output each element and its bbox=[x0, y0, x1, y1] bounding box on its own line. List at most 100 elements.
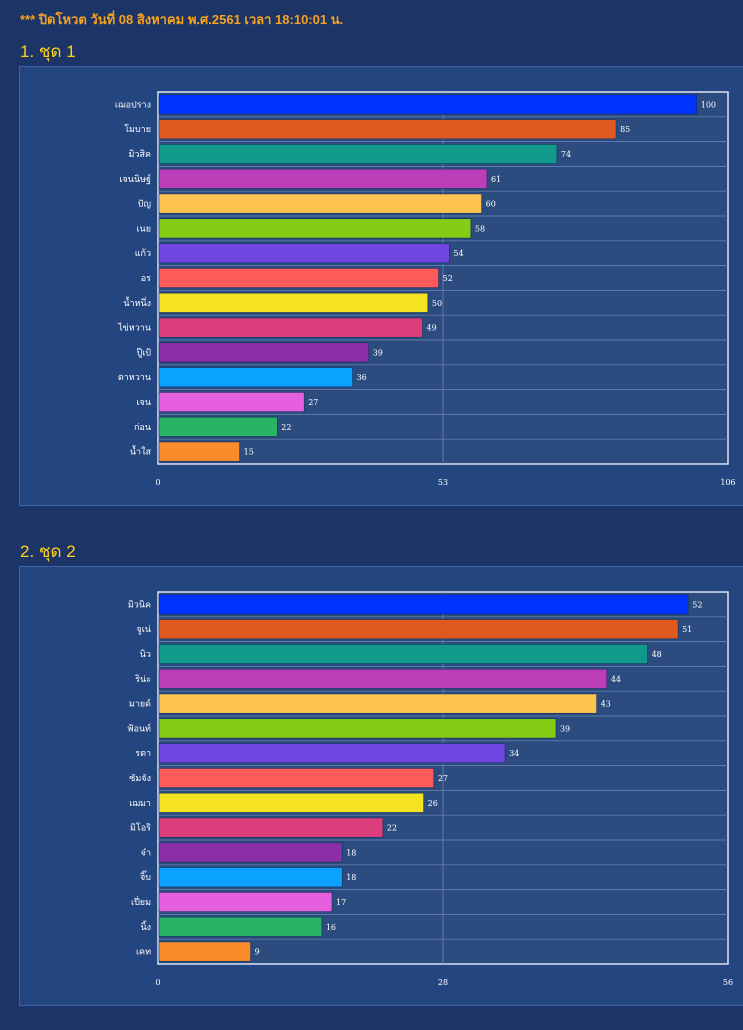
category-label: โมบาย bbox=[124, 124, 151, 135]
value-label: 100 bbox=[701, 100, 716, 109]
bar-1-8 bbox=[158, 268, 439, 288]
bar-1-3 bbox=[158, 144, 558, 164]
value-label: 43 bbox=[601, 700, 611, 709]
category-label: จ๋า bbox=[141, 847, 151, 858]
category-label: ปู๊เป้ bbox=[136, 347, 151, 358]
bar-2-11 bbox=[158, 842, 343, 863]
bar-1-13 bbox=[158, 392, 305, 412]
category-label: เนย bbox=[136, 224, 151, 234]
value-label: 85 bbox=[620, 125, 630, 134]
x-tick-label: 0 bbox=[155, 978, 160, 987]
value-label: 27 bbox=[438, 774, 448, 783]
bar-2-12 bbox=[158, 867, 343, 888]
bar-2-4 bbox=[158, 668, 608, 689]
category-label: ปัญ bbox=[138, 200, 152, 210]
value-label: 50 bbox=[432, 299, 442, 308]
value-label: 74 bbox=[561, 150, 571, 159]
bar-2-8 bbox=[158, 768, 435, 788]
category-label: ไข่หวาน bbox=[117, 323, 151, 334]
value-label: 39 bbox=[373, 348, 383, 357]
chart-1-title: 1. ชุด 1 bbox=[20, 42, 76, 61]
value-label: 39 bbox=[560, 724, 570, 733]
category-label: ตาหวาน bbox=[118, 373, 151, 383]
bar-1-10 bbox=[158, 317, 423, 338]
x-tick-label: 53 bbox=[438, 478, 448, 487]
value-label: 61 bbox=[491, 175, 501, 184]
value-label: 48 bbox=[652, 650, 662, 659]
x-tick-label: 56 bbox=[723, 978, 733, 987]
category-label: น้ำหนึ่ง bbox=[123, 296, 151, 309]
value-label: 52 bbox=[443, 274, 453, 283]
category-label: รตา bbox=[135, 749, 151, 759]
bar-2-10 bbox=[158, 817, 384, 838]
category-label: เจนนิษฐ์ bbox=[119, 173, 151, 185]
bar-2-2 bbox=[158, 619, 679, 640]
category-label: มิโอริ bbox=[130, 823, 151, 834]
value-label: 54 bbox=[453, 249, 463, 258]
x-tick-label: 28 bbox=[438, 978, 448, 987]
value-label: 34 bbox=[509, 749, 519, 758]
category-label: น้ำใส bbox=[130, 445, 152, 458]
value-label: 36 bbox=[357, 373, 367, 382]
value-label: 44 bbox=[611, 675, 621, 684]
bar-1-4 bbox=[158, 168, 488, 189]
bar-2-5 bbox=[158, 693, 597, 714]
category-label: ฟ้อนท์ bbox=[127, 722, 151, 734]
bar-2-15 bbox=[158, 941, 251, 962]
category-label: จิ๊บ bbox=[140, 870, 151, 883]
category-label: มายด์ bbox=[129, 698, 151, 710]
bar-2-14 bbox=[158, 916, 323, 937]
category-label: เจน bbox=[136, 398, 151, 408]
bar-2-7 bbox=[158, 743, 506, 764]
category-label: นิ้ง bbox=[140, 920, 151, 933]
bar-1-6 bbox=[158, 218, 472, 239]
bar-1-2 bbox=[158, 119, 617, 140]
category-label: เปี่ยม bbox=[131, 895, 151, 908]
category-label: เฌมา bbox=[129, 799, 151, 809]
bar-1-9 bbox=[158, 292, 429, 313]
value-label: 51 bbox=[682, 625, 692, 634]
category-label: แก้ว bbox=[135, 248, 151, 259]
bar-2-6 bbox=[158, 718, 557, 739]
bar-2-3 bbox=[158, 644, 648, 664]
value-label: 27 bbox=[308, 398, 318, 407]
bar-2-9 bbox=[158, 792, 424, 813]
chart-2-panel: มิวนิค 52 จูเน่ 51 นิว 48 ริน่ะ 44 มายด์ 43 ฟ้อนท์… bbox=[19, 566, 743, 1006]
category-label: จูเน่ bbox=[136, 625, 151, 635]
x-tick-label: 106 bbox=[720, 478, 735, 487]
bar-1-14 bbox=[158, 416, 278, 437]
category-label: มิวสิค bbox=[129, 149, 152, 160]
bar-1-12 bbox=[158, 367, 353, 388]
bar-1-11 bbox=[158, 342, 370, 363]
value-label: 18 bbox=[346, 848, 356, 857]
category-label: เคท bbox=[136, 948, 151, 958]
value-label: 22 bbox=[387, 824, 397, 833]
value-label: 26 bbox=[428, 799, 438, 808]
category-label: นิว bbox=[140, 649, 151, 660]
bar-1-15 bbox=[158, 441, 240, 462]
value-label: 49 bbox=[426, 324, 436, 333]
value-label: 52 bbox=[692, 600, 702, 609]
chart-1-svg: เฌอปราง 100 โมบาย 85 มิวสิค 74 เจนนิษฐ์ 61 ปัญ 60… bbox=[115, 91, 736, 487]
chart-2-title: 2. ชุด 2 bbox=[20, 542, 76, 561]
bar-2-13 bbox=[158, 892, 333, 912]
value-label: 60 bbox=[486, 200, 496, 209]
value-label: 9 bbox=[255, 948, 260, 957]
chart-1-panel: เฌอปราง 100 โมบาย 85 มิวสิค 74 เจนนิษฐ์ 61 ปัญ 60… bbox=[19, 66, 743, 506]
category-label: ก่อน bbox=[134, 423, 151, 433]
chart-2-svg: มิวนิค 52 จูเน่ 51 นิว 48 ริน่ะ 44 มายด์ 43 ฟ้อนท์… bbox=[127, 591, 733, 987]
category-label: ริน่ะ bbox=[135, 674, 151, 685]
category-label: มิวนิค bbox=[128, 599, 151, 610]
category-label: อร bbox=[141, 274, 151, 284]
value-label: 58 bbox=[475, 224, 485, 233]
category-label: ซัมจัง bbox=[129, 774, 151, 784]
bar-1-7 bbox=[158, 243, 450, 264]
bar-2-1 bbox=[158, 594, 689, 615]
value-label: 18 bbox=[346, 873, 356, 882]
value-label: 16 bbox=[326, 923, 336, 932]
value-label: 17 bbox=[336, 898, 346, 907]
value-label: 22 bbox=[281, 423, 291, 432]
bar-1-1 bbox=[158, 94, 698, 115]
closing-notice: *** ปิดโหวต วันที่ 08 สิงหาคม พ.ศ.2561 เ… bbox=[20, 12, 344, 27]
bar-1-5 bbox=[158, 193, 482, 214]
